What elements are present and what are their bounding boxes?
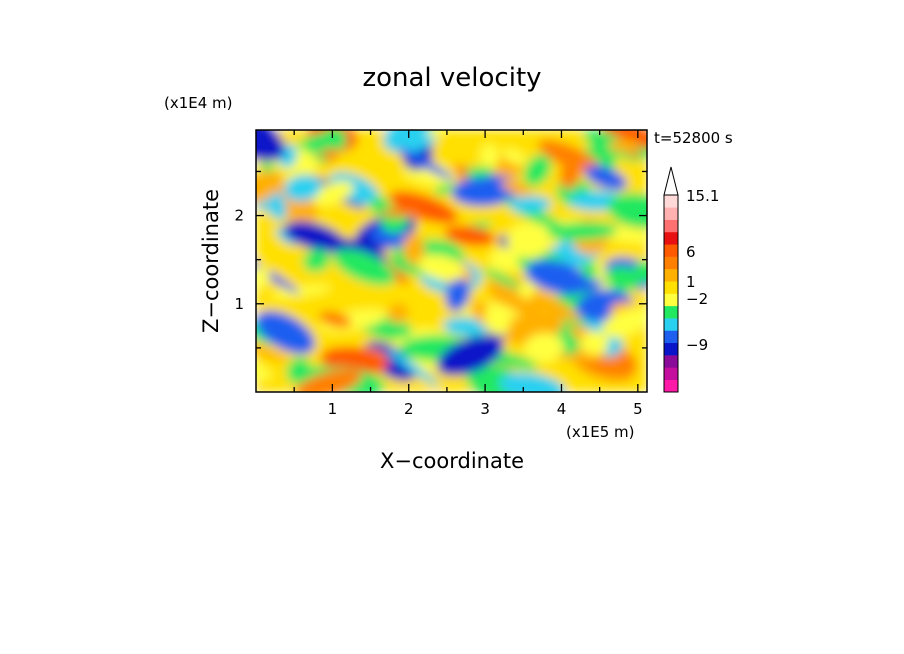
field-blob — [397, 147, 456, 181]
x-tick-label: 1 — [328, 400, 338, 418]
field-blob — [386, 349, 440, 387]
x-axis-label: X−coordinate — [380, 449, 524, 473]
colorbar-swatch — [664, 293, 678, 307]
colorbar-tick-label: 15.1 — [686, 187, 719, 205]
x-tick-label: 3 — [480, 400, 490, 418]
colorbar-swatch — [664, 256, 678, 270]
field-blob — [266, 189, 287, 221]
colorbar-swatch — [664, 330, 678, 344]
field-blob — [329, 172, 379, 205]
colorbar-tick-label: 6 — [686, 243, 696, 261]
x-tick-label: 4 — [557, 400, 567, 418]
field-blob — [633, 261, 647, 283]
field-blob — [605, 266, 641, 292]
colorbar: 15.1 6 1−2 −9 — [663, 166, 719, 393]
field-blob — [499, 372, 566, 392]
field-blob — [322, 130, 348, 151]
colorbar-tick-label: 1 — [686, 273, 696, 291]
y-tick-label: 1 — [234, 295, 244, 313]
chart-title: zonal velocity — [362, 63, 541, 93]
field-blob — [295, 369, 363, 392]
field-blob — [318, 311, 352, 328]
time-label: t=52800 s — [654, 129, 733, 147]
field-blob — [283, 221, 345, 252]
colorbar-swatch — [664, 355, 678, 368]
colorbar-swatch — [664, 231, 678, 245]
field-blob — [256, 310, 316, 355]
field-blob — [256, 171, 284, 204]
field-blob — [537, 139, 604, 176]
field-blob — [602, 308, 647, 338]
field-blob — [608, 139, 639, 152]
field-blob — [547, 221, 618, 241]
colorbar-frame — [663, 194, 679, 393]
colorbar-swatch — [664, 195, 678, 208]
field-blob — [525, 259, 589, 295]
colorbar-extend-arrow — [663, 166, 679, 196]
field-blob — [444, 225, 496, 247]
field-blob — [369, 225, 415, 249]
field-blob — [501, 180, 532, 197]
field-blob — [402, 234, 425, 266]
field-blob — [418, 254, 465, 281]
field-blob — [465, 166, 494, 179]
field-blob — [580, 331, 609, 355]
field-blob — [508, 195, 552, 213]
field-blob — [256, 265, 270, 288]
field-blob — [270, 284, 331, 299]
field-blob — [284, 174, 322, 202]
field-blob — [383, 130, 440, 154]
field-blob — [502, 148, 527, 165]
field-blob — [313, 181, 354, 206]
colorbar-swatch — [664, 207, 678, 220]
field-blob — [533, 292, 581, 322]
colorbar-tick-label: −9 — [686, 336, 708, 354]
field-blob — [303, 248, 331, 273]
x-unit-label: (x1E5 m) — [566, 423, 635, 441]
x-tick-label: 5 — [633, 400, 643, 418]
field-blob — [275, 228, 298, 245]
colorbar-swatch — [664, 219, 678, 233]
y-axis-label: Z−coordinate — [199, 189, 223, 333]
colorbar-swatch — [664, 244, 678, 257]
field-blob — [434, 183, 454, 195]
colorbar-tick-label: −2 — [686, 290, 708, 308]
field-blob — [445, 278, 470, 312]
field-blob — [523, 154, 551, 187]
colorbar-swatch — [664, 379, 678, 393]
field-blob — [559, 160, 581, 189]
field-blob — [607, 193, 647, 229]
field-blob — [436, 335, 504, 376]
field-blob — [442, 317, 490, 337]
colorbar-swatch — [664, 318, 678, 331]
field-blob — [389, 191, 458, 224]
y-tick-label: 2 — [234, 207, 244, 225]
field-blob — [465, 363, 526, 392]
field-blob — [580, 262, 598, 280]
y-unit-label: (x1E4 m) — [164, 94, 233, 112]
colorbar-swatch — [664, 268, 678, 282]
colorbar-swatch — [664, 281, 678, 294]
plot-frame — [255, 129, 648, 393]
field-blob — [506, 222, 551, 259]
axis-ticks: 1 2 3 4 5 1 2 — [234, 130, 647, 418]
field-blob — [634, 130, 647, 149]
field-blob — [584, 165, 627, 191]
field-blob — [387, 303, 409, 324]
colorbar-swatch — [664, 305, 678, 319]
field-blob — [380, 208, 421, 217]
field-blob — [483, 268, 522, 289]
x-tick-label: 2 — [404, 400, 414, 418]
velocity-field — [256, 130, 647, 392]
field-blob — [559, 334, 579, 356]
field-blob — [518, 282, 535, 299]
field-blob — [484, 302, 511, 336]
field-blob — [524, 332, 565, 363]
field-blob — [333, 249, 396, 286]
field-blob — [480, 143, 500, 169]
colorbar-swatch — [664, 342, 678, 356]
colorbar-swatch — [664, 367, 678, 380]
